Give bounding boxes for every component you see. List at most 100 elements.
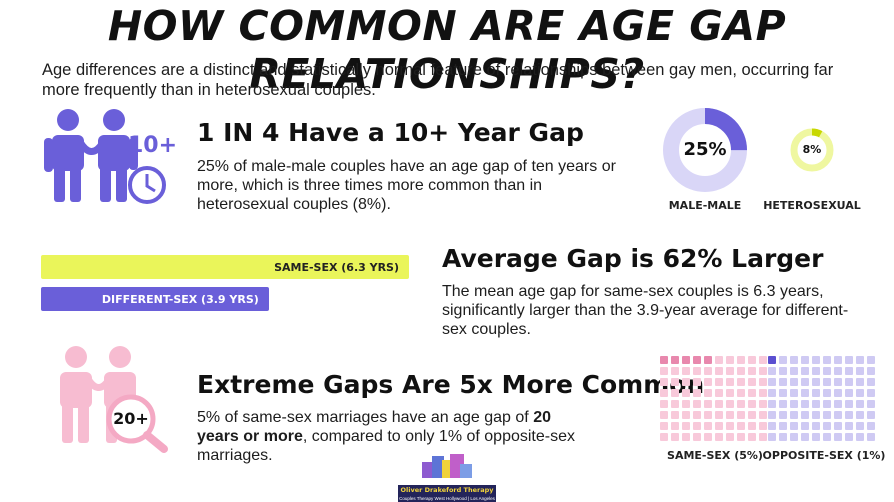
male-male-donut-segment (663, 108, 747, 192)
opposite-sex-grid-cell (779, 411, 787, 419)
opposite-sex-grid-cell (867, 411, 875, 419)
heterosexual-caption: HETEROSEXUAL (763, 199, 861, 212)
same-sex-grid-cell (737, 356, 745, 364)
opposite-sex-grid-cell (823, 433, 831, 441)
same-sex-grid-cell (671, 433, 679, 441)
opposite-sex-grid-cell (867, 389, 875, 397)
same-sex-grid-cell (715, 411, 723, 419)
opposite-sex-grid-cell (801, 367, 809, 375)
same-sex-grid-cell (726, 389, 734, 397)
same-sex-grid-cell (726, 400, 734, 408)
heterosexual-percent: 8% (802, 143, 822, 156)
same-sex-grid-cell (715, 389, 723, 397)
intro-text: Age differences are a distinct and stati… (42, 61, 834, 99)
same-sex-grid-cell (693, 433, 701, 441)
same-sex-grid-cell (682, 422, 690, 430)
same-sex-grid-cell (704, 389, 712, 397)
same-sex-grid-cell (682, 389, 690, 397)
opposite-sex-grid-cell (790, 433, 798, 441)
same-sex-grid-cell (660, 356, 668, 364)
same-sex-grid-cell (748, 422, 756, 430)
same-sex-grid-cell (693, 367, 701, 375)
same-sex-grid-cell (748, 378, 756, 386)
opposite-sex-grid-cell (812, 411, 820, 419)
opposite-sex-grid-cell (812, 400, 820, 408)
same-sex-grid-cell (660, 389, 668, 397)
same-sex-grid-cell (726, 356, 734, 364)
same-sex-grid-cell (737, 433, 745, 441)
opposite-sex-grid-cell (779, 356, 787, 364)
opposite-sex-grid-cell (856, 422, 864, 430)
same-sex-grid-cell (660, 433, 668, 441)
opposite-sex-grid-cell (823, 367, 831, 375)
opposite-sex-grid-cell (779, 422, 787, 430)
same-sex-grid-cell (737, 400, 745, 408)
opposite-sex-grid-cell (867, 433, 875, 441)
same-sex-grid-cell (737, 378, 745, 386)
same-sex-grid-cell (660, 367, 668, 375)
same-sex-grid-cell (660, 411, 668, 419)
opposite-sex-grid-cell (768, 400, 776, 408)
same-sex-grid-cell (726, 422, 734, 430)
opposite-sex-grid-cell (823, 400, 831, 408)
opposite-sex-grid-cell (812, 389, 820, 397)
male-male-donut (663, 108, 747, 192)
opposite-sex-grid-cell (845, 356, 853, 364)
same-sex-grid-cell (693, 411, 701, 419)
opposite-sex-grid-cell (801, 411, 809, 419)
opposite-sex-grid-cell (812, 433, 820, 441)
same-sex-grid-cell (704, 422, 712, 430)
same-sex-bar: SAME-SEX (6.3 YRS) (41, 255, 409, 279)
same-sex-grid-cell (671, 367, 679, 375)
same-sex-grid-cell (704, 356, 712, 364)
same-sex-grid-cell (682, 378, 690, 386)
opposite-sex-grid-cell (834, 378, 842, 386)
opposite-sex-grid-cell (834, 367, 842, 375)
opposite-sex-grid-cell (801, 422, 809, 430)
opposite-sex-grid-cell (790, 378, 798, 386)
opposite-sex-grid-cell (867, 400, 875, 408)
opposite-sex-grid-cell (790, 422, 798, 430)
same-sex-grid-cell (726, 433, 734, 441)
opposite-sex-grid-cell (845, 389, 853, 397)
same-sex-grid-cell (693, 378, 701, 386)
same-sex-grid-cell (671, 422, 679, 430)
same-sex-grid-cell (693, 422, 701, 430)
opposite-sex-grid-caption: OPPOSITE-SEX (1%) (762, 449, 886, 462)
opposite-sex-grid-cell (867, 367, 875, 375)
same-sex-grid-cell (748, 400, 756, 408)
opposite-sex-grid-cell (856, 378, 864, 386)
logo: Oliver Drakeford Therapy Couples Therapy… (398, 452, 496, 502)
opposite-sex-grid-cell (801, 433, 809, 441)
same-sex-grid-cell (726, 367, 734, 375)
same-sex-grid-cell (693, 389, 701, 397)
opposite-sex-grid-cell (823, 378, 831, 386)
same-sex-grid-cell (704, 411, 712, 419)
section2-heading: Average Gap is 62% Larger (442, 244, 824, 273)
opposite-sex-grid-cell (867, 356, 875, 364)
section3-body-bold: 20 years or more (197, 409, 551, 445)
same-sex-grid-cell (737, 389, 745, 397)
same-sex-grid (660, 356, 767, 441)
same-sex-bar-label: SAME-SEX (6.3 YRS) (274, 261, 399, 274)
same-sex-grid-cell (671, 400, 679, 408)
opposite-sex-grid-cell (856, 367, 864, 375)
opposite-sex-grid-cell (768, 367, 776, 375)
heterosexual-donut (790, 128, 834, 172)
same-sex-grid-cell (737, 411, 745, 419)
same-sex-grid-cell (704, 433, 712, 441)
heterosexual-donut-segment (790, 128, 834, 172)
opposite-sex-grid-cell (768, 378, 776, 386)
same-sex-grid-cell (660, 422, 668, 430)
opposite-sex-grid-cell (779, 378, 787, 386)
same-sex-grid-cell (737, 367, 745, 375)
opposite-sex-grid (768, 356, 875, 441)
male-male-percent: 25% (683, 139, 727, 160)
same-sex-grid-cell (671, 356, 679, 364)
same-sex-grid-cell (759, 400, 767, 408)
same-sex-grid-cell (682, 356, 690, 364)
opposite-sex-grid-cell (790, 411, 798, 419)
same-sex-grid-cell (715, 367, 723, 375)
same-sex-grid-cell (726, 411, 734, 419)
same-sex-grid-cell (715, 356, 723, 364)
